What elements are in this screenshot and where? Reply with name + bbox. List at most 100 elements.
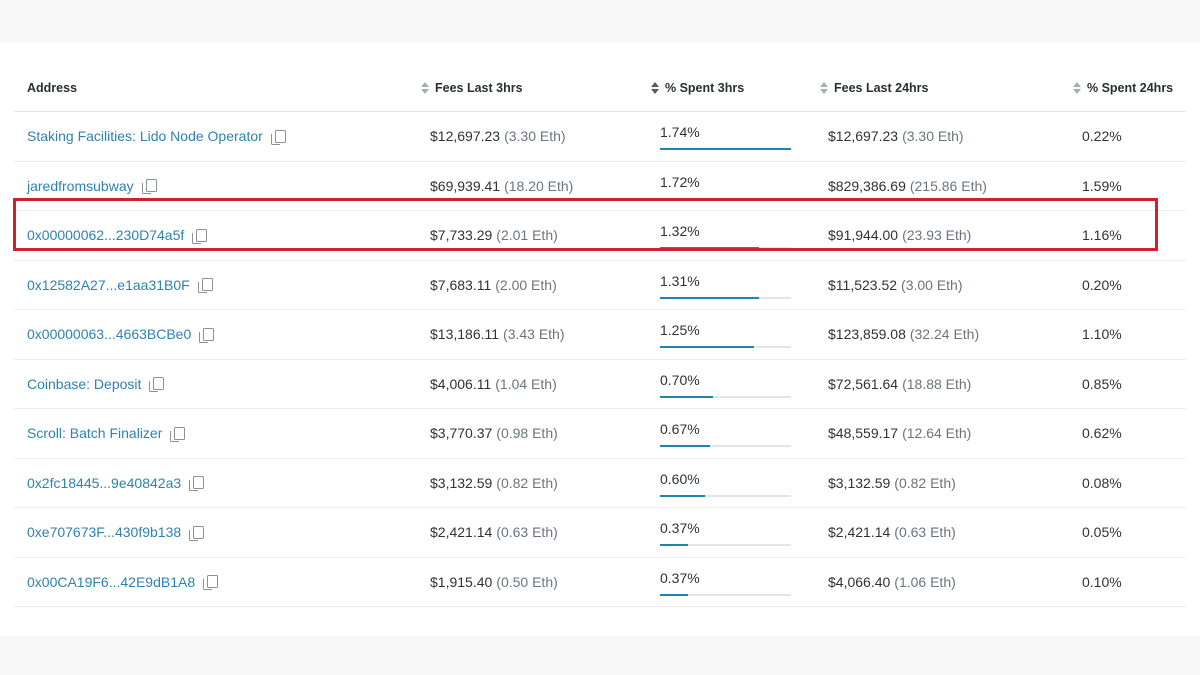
spent-3h-value: 1.31% xyxy=(660,272,700,289)
fees-3h-eth: (0.98 Eth) xyxy=(496,425,558,442)
spent-3h-bar xyxy=(660,445,791,447)
fees-3h-cell: $3,770.37 (0.98 Eth) xyxy=(430,409,558,458)
spent-3h-value: 0.37% xyxy=(660,520,700,536)
fees-3h-cell: $69,939.41 (18.20 Eth) xyxy=(430,162,573,211)
copy-icon[interactable] xyxy=(192,228,208,244)
copy-icon[interactable] xyxy=(189,476,205,492)
copy-icon[interactable] xyxy=(197,278,213,294)
fees-24h-eth: (23.93 Eth) xyxy=(902,227,972,244)
address-link[interactable]: 0x00000063...4663BCBe0 xyxy=(27,326,192,343)
spent-24h-cell: 0.08% xyxy=(1082,459,1122,508)
spent-3h-value: 0.37% xyxy=(660,569,700,586)
fees-3h-eth: (2.00 Eth) xyxy=(495,276,557,293)
spent-3h-value: 1.74% xyxy=(660,124,700,140)
spent-3h-value: 1.72% xyxy=(660,173,700,190)
address-link[interactable]: jaredfromsubway xyxy=(27,177,134,194)
fees-3h-cell: $12,697.23 (3.30 Eth) xyxy=(430,112,566,161)
spent-24h-value: 1.10% xyxy=(1082,326,1122,343)
table-row: 0xe707673F...430f9b138 $2,421.14 (0.63 Eth… xyxy=(14,508,1186,558)
fees-24h-usd: $2,421.14 xyxy=(828,524,891,541)
sort-icon[interactable] xyxy=(1073,82,1081,94)
sort-icon[interactable] xyxy=(820,82,828,94)
fees-24h-cell: $2,421.14 (0.63 Eth) xyxy=(828,508,956,557)
fees-24h-eth: (3.00 Eth) xyxy=(901,276,963,293)
spent-3h-bar-fill xyxy=(660,346,755,348)
spent-3h-bar-fill xyxy=(660,593,688,596)
fees-3h-cell: $2,421.14 (0.63 Eth) xyxy=(430,508,558,557)
spent-24h-value: 0.05% xyxy=(1082,524,1122,541)
spent-3h-cell: 0.37% xyxy=(660,508,791,557)
fees-24h-usd: $91,944.00 xyxy=(828,227,899,244)
header-spent-3h[interactable]: % Spent 3hrs xyxy=(651,65,744,111)
copy-icon[interactable] xyxy=(203,575,219,591)
spent-24h-cell: 0.05% xyxy=(1082,508,1122,557)
header-spent-24h[interactable]: % Spent 24hrs xyxy=(1073,65,1173,111)
fees-3h-usd: $3,132.59 xyxy=(430,474,493,491)
spent-3h-cell: 1.31% xyxy=(660,261,791,310)
fees-24h-cell: $829,386.69 (215.86 Eth) xyxy=(828,162,987,211)
spent-3h-cell: 1.74% xyxy=(660,112,791,161)
copy-icon[interactable] xyxy=(149,377,165,393)
header-fees-3h[interactable]: Fees Last 3hrs xyxy=(421,65,523,111)
fees-3h-usd: $69,939.41 xyxy=(430,177,501,194)
spent-3h-value: 0.67% xyxy=(660,421,700,437)
spent-3h-bar xyxy=(660,593,791,596)
fees-3h-eth: (0.63 Eth) xyxy=(496,524,558,541)
address-cell: 0x00000063...4663BCBe0 xyxy=(27,310,215,359)
sort-icon[interactable] xyxy=(421,82,429,94)
address-cell: Coinbase: Deposit xyxy=(27,360,165,409)
spent-3h-bar-fill xyxy=(660,494,706,497)
address-link[interactable]: 0xe707673F...430f9b138 xyxy=(27,524,182,541)
fees-3h-eth: (2.01 Eth) xyxy=(496,227,558,244)
fees-3h-usd: $12,697.23 xyxy=(430,128,501,145)
fees-24h-eth: (3.30 Eth) xyxy=(902,128,964,145)
spent-24h-value: 0.85% xyxy=(1082,375,1122,392)
fees-3h-cell: $7,683.11 (2.00 Eth) xyxy=(430,261,557,310)
spent-24h-cell: 1.59% xyxy=(1082,162,1122,211)
fees-3h-eth: (18.20 Eth) xyxy=(504,177,574,194)
header-spent-24h-label: % Spent 24hrs xyxy=(1087,81,1174,95)
spent-24h-cell: 0.10% xyxy=(1082,558,1122,607)
fees-24h-cell: $11,523.52 (3.00 Eth) xyxy=(828,261,963,310)
address-link[interactable]: Scroll: Batch Finalizer xyxy=(27,425,163,442)
address-link[interactable]: 0x2fc18445...9e40842a3 xyxy=(27,474,182,491)
fees-24h-cell: $123,859.08 (32.24 Eth) xyxy=(828,310,979,359)
spent-3h-value: 0.60% xyxy=(660,470,700,487)
fees-3h-cell: $4,006.11 (1.04 Eth) xyxy=(430,360,557,409)
spent-3h-bar xyxy=(660,395,791,398)
copy-icon[interactable] xyxy=(189,525,205,541)
address-link[interactable]: Coinbase: Deposit xyxy=(27,375,142,392)
address-link[interactable]: 0x00CA19F6...42E9dB1A8 xyxy=(27,573,196,590)
spent-3h-cell: 1.72% xyxy=(660,162,791,211)
table-row: Coinbase: Deposit $4,006.11 (1.04 Eth) 0.70… xyxy=(14,360,1186,409)
fees-3h-cell: $7,733.29 (2.01 Eth) xyxy=(430,211,558,260)
address-link[interactable]: 0x00000062...230D74a5f xyxy=(27,227,185,244)
fees-3h-usd: $3,770.37 xyxy=(430,425,493,442)
address-cell: Staking Facilities: Lido Node Operator xyxy=(27,112,286,161)
spent-24h-value: 0.20% xyxy=(1082,276,1122,293)
fees-table-panel: Address Fees Last 3hrs % Spent 3hrs Fees… xyxy=(0,42,1200,636)
copy-icon[interactable] xyxy=(141,179,157,195)
copy-icon[interactable] xyxy=(170,426,186,442)
fees-24h-eth: (12.64 Eth) xyxy=(902,425,972,442)
spent-3h-cell: 0.70% xyxy=(660,360,791,409)
copy-icon[interactable] xyxy=(270,129,286,145)
fees-3h-eth: (0.82 Eth) xyxy=(496,474,558,491)
fees-24h-eth: (0.63 Eth) xyxy=(894,524,956,541)
table-header: Address Fees Last 3hrs % Spent 3hrs Fees… xyxy=(14,65,1186,112)
sort-icon[interactable] xyxy=(651,82,659,94)
spent-3h-bar-fill xyxy=(660,296,759,299)
spent-3h-bar xyxy=(660,296,791,299)
spent-24h-value: 1.59% xyxy=(1082,177,1122,194)
table-row: 0x00000062...230D74a5f $7,733.29 (2.01 Eth… xyxy=(14,211,1186,261)
fees-3h-usd: $13,186.11 xyxy=(430,326,500,343)
spent-3h-bar xyxy=(660,346,791,348)
address-link[interactable]: Staking Facilities: Lido Node Operator xyxy=(27,128,263,145)
copy-icon[interactable] xyxy=(199,327,215,343)
address-link[interactable]: 0x12582A27...e1aa31B0F xyxy=(27,276,190,293)
header-fees-24h[interactable]: Fees Last 24hrs xyxy=(820,65,929,111)
spent-24h-value: 0.22% xyxy=(1082,128,1122,145)
spent-24h-cell: 1.16% xyxy=(1082,211,1122,260)
gas-fees-table: Address Fees Last 3hrs % Spent 3hrs Fees… xyxy=(14,65,1186,607)
spent-24h-value: 0.08% xyxy=(1082,474,1122,491)
